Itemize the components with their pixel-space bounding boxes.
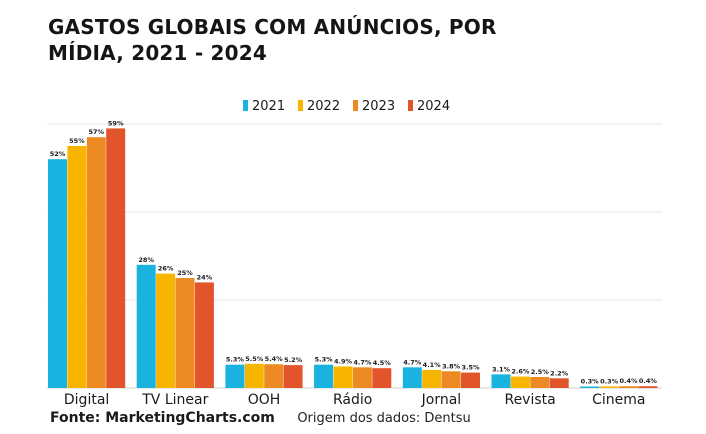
value-label: 0.4% [619, 377, 638, 385]
category-label: Digital [64, 392, 109, 408]
value-label: 0.3% [581, 378, 600, 386]
bars [48, 128, 658, 388]
legend-label-2021: 2021 [252, 99, 285, 114]
value-label: 3.5% [461, 364, 480, 372]
bar-Revista-2022 [510, 376, 530, 388]
legend-swatch-2023 [353, 100, 358, 111]
bar-Digital-2023 [86, 137, 106, 388]
value-label: 28% [138, 256, 154, 264]
value-label: 0.4% [639, 377, 658, 385]
value-label: 2.2% [550, 369, 569, 377]
legend-label-2022: 2022 [307, 99, 340, 114]
value-label: 5.3% [226, 356, 245, 364]
bar-Rádio-2023 [352, 367, 372, 388]
category-label: Jornal [421, 392, 462, 408]
value-label: 5.2% [284, 356, 303, 364]
value-label: 5.3% [315, 356, 334, 364]
bar-Digital-2021 [48, 159, 67, 388]
legend-swatch-2024 [408, 100, 413, 111]
bar-TV Linear-2024 [194, 282, 214, 388]
bar-Revista-2024 [549, 378, 569, 388]
legend-label-2024: 2024 [417, 99, 450, 114]
category-label: OOH [248, 392, 281, 408]
value-label: 24% [197, 273, 213, 281]
bar-Revista-2021 [491, 374, 511, 388]
bar-TV Linear-2022 [156, 273, 176, 388]
bar-Jornal-2022 [422, 369, 442, 388]
category-label: Revista [504, 392, 555, 408]
value-label: 26% [158, 265, 174, 273]
legend-swatch-2022 [298, 100, 303, 111]
value-label: 2.5% [531, 368, 550, 376]
chart-title: GASTOS GLOBAIS COM ANÚNCIOS, POR MÍDIA, … [48, 15, 497, 65]
bar-Jornal-2023 [441, 371, 461, 388]
value-label: 4.7% [353, 358, 372, 366]
bar-Rádio-2021 [314, 364, 334, 388]
value-label: 52% [50, 150, 66, 158]
bar-Rádio-2024 [372, 368, 392, 388]
bar-TV Linear-2023 [175, 278, 195, 388]
value-label: 59% [108, 119, 124, 127]
legend-label-2023: 2023 [362, 99, 395, 114]
legend: 2021 2022 2023 2024 [243, 99, 450, 114]
bar-Digital-2024 [106, 128, 126, 388]
bar-OOH-2023 [264, 364, 284, 388]
bar-Cinema-2023 [619, 386, 638, 388]
bar-Jornal-2021 [402, 367, 422, 388]
category-label: Rádio [333, 392, 372, 408]
bar-OOH-2022 [244, 363, 264, 388]
bar-Revista-2023 [530, 377, 550, 388]
value-label: 57% [89, 128, 105, 136]
footer: Fonte: MarketingCharts.com Origem dos da… [50, 410, 471, 426]
value-label: 4.5% [373, 359, 392, 367]
value-label: 4.7% [403, 358, 422, 366]
category-label: TV Linear [141, 392, 208, 408]
bar-Cinema-2022 [599, 386, 619, 388]
bar-Jornal-2024 [461, 372, 480, 388]
bar-TV Linear-2021 [136, 264, 156, 388]
value-label: 5.5% [245, 355, 264, 363]
value-label: 3.1% [492, 365, 511, 373]
category-label: Cinema [592, 392, 645, 408]
value-label: 4.1% [423, 361, 442, 369]
value-label: 25% [177, 269, 193, 277]
value-label: 2.6% [511, 368, 530, 376]
category-labels: Digital TV Linear OOH Rádio Jornal Revista Cin… [64, 392, 646, 408]
source-text: Fonte: MarketingCharts.com [50, 410, 275, 426]
value-label: 5.4% [265, 355, 284, 363]
value-labels: 52%55%57%59%28%26%25%24%5.3% 5.5% 5.4% 5.2%… [50, 119, 658, 385]
bar-Digital-2022 [67, 146, 87, 388]
bar-Rádio-2022 [333, 366, 353, 388]
bar-Cinema-2021 [580, 386, 600, 388]
value-label: 0.3% [600, 378, 619, 386]
bar-OOH-2024 [283, 365, 303, 388]
value-label: 55% [69, 137, 85, 145]
legend-swatch-2021 [243, 100, 248, 111]
value-label: 4.9% [334, 357, 353, 365]
bar-OOH-2021 [225, 364, 245, 388]
bar-Cinema-2024 [638, 386, 658, 388]
value-label: 3.8% [442, 362, 461, 370]
origin-text: Origem dos dados: Dentsu [297, 411, 471, 426]
